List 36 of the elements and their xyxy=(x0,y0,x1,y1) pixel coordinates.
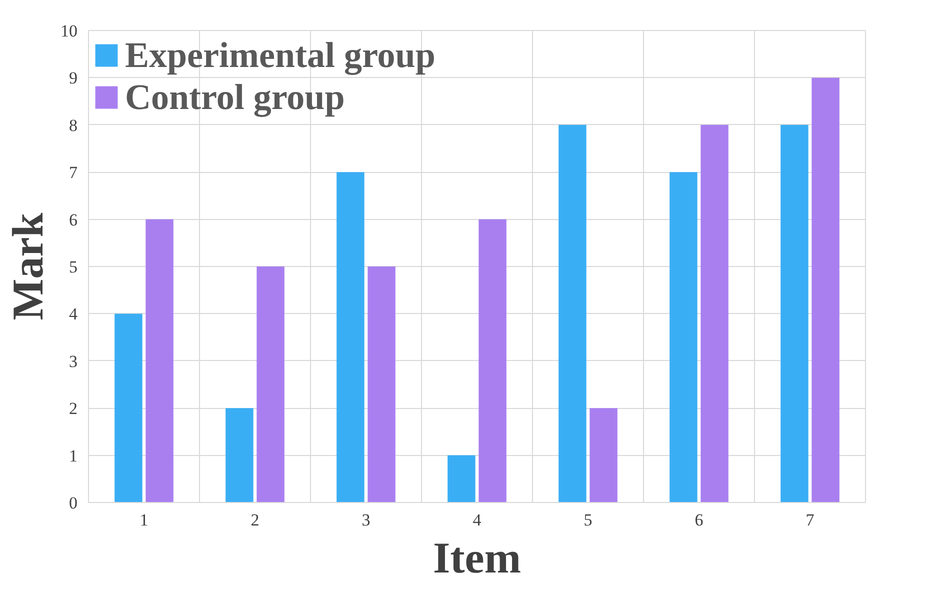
bar xyxy=(812,78,840,502)
bar xyxy=(558,124,586,502)
y-tick-label: 1 xyxy=(69,446,78,466)
bar xyxy=(478,219,506,502)
bar xyxy=(368,266,396,502)
y-tick-label: 8 xyxy=(69,116,78,135)
y-tick-label: 6 xyxy=(69,210,78,230)
bar xyxy=(146,219,174,502)
legend-label: Experimental group xyxy=(125,34,436,76)
y-tick-label: 2 xyxy=(69,399,78,418)
y-tick-label: 3 xyxy=(69,352,78,371)
x-axis-title: Item xyxy=(433,534,521,582)
x-tick-label: 2 xyxy=(250,510,260,530)
y-tick-label: 10 xyxy=(60,22,78,40)
x-tick-label: 6 xyxy=(694,510,704,530)
bar xyxy=(448,455,476,502)
bar xyxy=(670,172,698,502)
x-tick-label: 4 xyxy=(472,510,482,530)
x-tick-label: 1 xyxy=(140,510,148,530)
y-tick-label: 9 xyxy=(69,68,78,88)
bar xyxy=(336,172,364,502)
y-tick-label: 0 xyxy=(69,494,78,512)
y-tick-label: 5 xyxy=(69,258,78,276)
x-tick-label: 3 xyxy=(362,510,370,530)
y-tick-label: 7 xyxy=(69,163,78,182)
x-tick-label: 5 xyxy=(584,510,592,530)
y-axis-title: Mark xyxy=(4,212,52,320)
bar xyxy=(590,408,618,502)
legend-label: Control group xyxy=(125,76,345,118)
bar xyxy=(226,408,254,502)
bar xyxy=(114,314,142,502)
bar xyxy=(700,124,728,502)
y-tick-label: 4 xyxy=(69,304,78,324)
bar xyxy=(780,124,808,502)
bar xyxy=(256,266,284,502)
x-tick-label: 7 xyxy=(806,510,815,530)
